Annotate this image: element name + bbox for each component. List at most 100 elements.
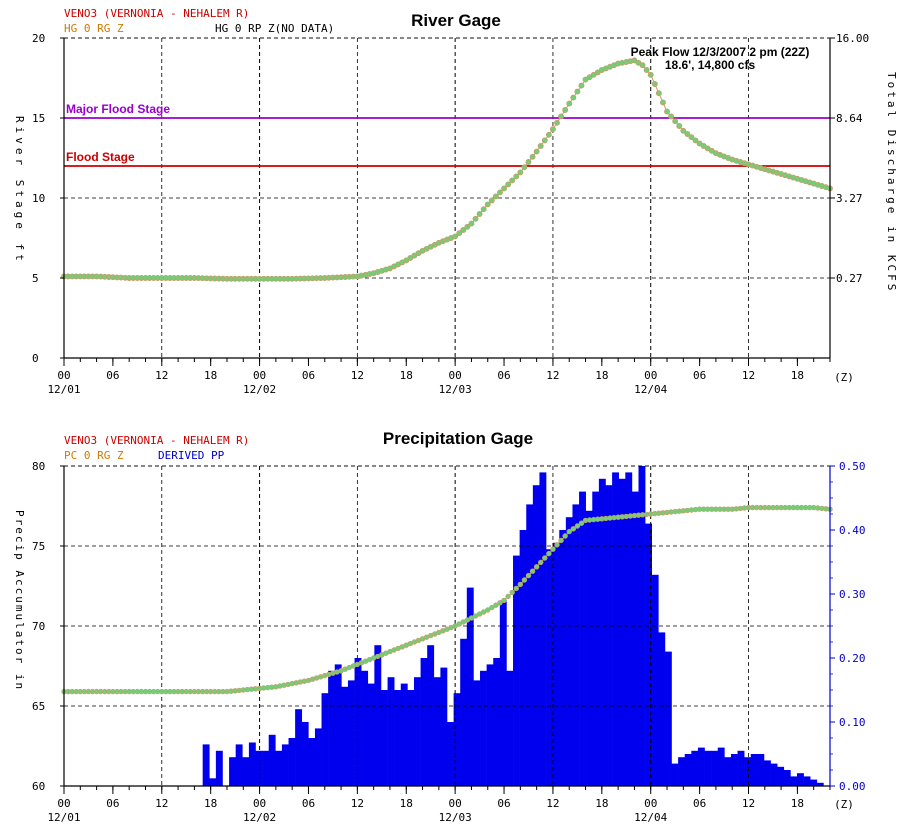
river-station-label: VENO3 (VERNONIA - NEHALEM R) [64,7,249,20]
river-stage-series [61,57,833,282]
peak-flow-annotation-line2: 18.6', 14,800 cfs [665,58,756,72]
precip-bar [757,754,765,786]
stage-point [643,67,650,73]
stage-point [537,143,544,149]
precip-bar [671,763,679,786]
precip-bar [262,750,270,786]
precip-bar [354,658,362,786]
x-tick-label: 06 [693,369,706,382]
x-tick-label: 00 [449,797,462,810]
x-tick-label: 00 [253,797,266,810]
x-tick-label: 00 [449,369,462,382]
precip-chart-title: Precipitation Gage [383,429,533,448]
precip-y-axis-label: Precip Accumulator in [13,510,26,691]
stage-point [484,201,491,208]
x-tick-label: 00 [57,797,70,810]
y2-tick-label: 0.30 [839,588,866,601]
accumulator-point [513,585,519,592]
y-tick-label: 75 [32,540,45,553]
river-grid [64,37,830,358]
stage-point [480,206,487,213]
x-date-label: 12/03 [439,383,472,396]
precip-bar [724,757,732,786]
precip-bar [750,754,758,786]
precip-bar [314,728,322,786]
river-x-unit-label: (Z) [834,371,854,384]
precip-bar [308,738,316,786]
accumulator-point [505,593,511,600]
accumulator-point [497,600,503,606]
precip-bar [506,670,514,786]
precipitation-gage-chart: Precipitation Gage VENO3 (VERNONIA - NEH… [13,429,866,824]
precip-bar [513,555,520,786]
x-tick-label: 06 [497,797,510,810]
precip-bar [605,485,613,786]
stage-point [659,99,666,106]
precip-bar [321,693,329,786]
precip-bar [658,632,666,786]
stage-point [570,94,577,101]
precip-bar [810,779,818,786]
y2-tick-label: 0.20 [839,652,866,665]
stage-point [460,227,467,233]
precip-bar [651,574,659,786]
y-tick-label: 80 [32,460,45,473]
precip-bar [447,722,454,786]
accumulator-point [517,581,524,588]
stage-point [668,113,675,120]
precip-bar [532,485,540,786]
precip-bar [255,750,263,786]
x-tick-label: 06 [693,797,706,810]
x-date-label: 12/01 [47,383,80,396]
accumulator-point [501,597,507,604]
river-axes: 0 5 10 15 20 00 06 12 18 00 06 12 18 00 06 12 18 00 06 12 18… [32,32,869,396]
precip-bar [433,677,441,786]
accumulator-point [546,550,552,557]
precip-bar [215,750,223,786]
x-tick-label: 00 [644,797,657,810]
stage-point [468,220,475,227]
precip-bar [453,693,461,786]
x-tick-label: 12 [351,797,364,810]
precip-bar [460,638,468,786]
precip-bar [559,530,567,786]
x-tick-label: 12 [742,369,755,382]
stage-point [472,215,479,222]
precip-bar [526,504,534,786]
x-tick-label: 18 [400,369,413,382]
stage-point [501,185,507,192]
accumulator-point [558,537,564,544]
x-date-label: 12/03 [439,811,472,824]
x-tick-label: 06 [302,369,315,382]
stage-point [541,137,548,144]
river-legend-observed: HG 0 RG Z [64,22,124,35]
precip-bar [565,517,573,786]
precip-bar [235,744,243,786]
y2-tick-label: 0.00 [839,780,866,793]
stage-point [684,131,691,137]
precip-bar [579,491,586,786]
precip-bar [427,645,435,786]
x-tick-label: 00 [57,369,70,382]
precip-bar [744,757,752,786]
precip-bar [301,722,309,786]
x-date-label: 12/04 [634,383,667,396]
precip-bar [275,750,283,786]
river-gage-chart: River Gage VENO3 (VERNONIA - NEHALEM R) … [13,7,898,396]
x-tick-label: 12 [351,369,364,382]
x-date-label: 12/01 [47,811,80,824]
precip-bar [546,549,553,786]
precip-bar [664,651,672,786]
precip-bar [380,690,388,786]
y-tick-label: 70 [32,620,45,633]
precip-bar [387,677,395,786]
precip-bar [328,670,336,786]
stage-point [651,81,658,87]
precip-bar [493,658,501,786]
precip-bar [288,738,296,786]
accumulator-line [64,507,831,693]
precip-bar [473,680,481,786]
y-tick-label: 15 [32,112,45,125]
y2-tick-label: 8.64 [836,112,863,125]
